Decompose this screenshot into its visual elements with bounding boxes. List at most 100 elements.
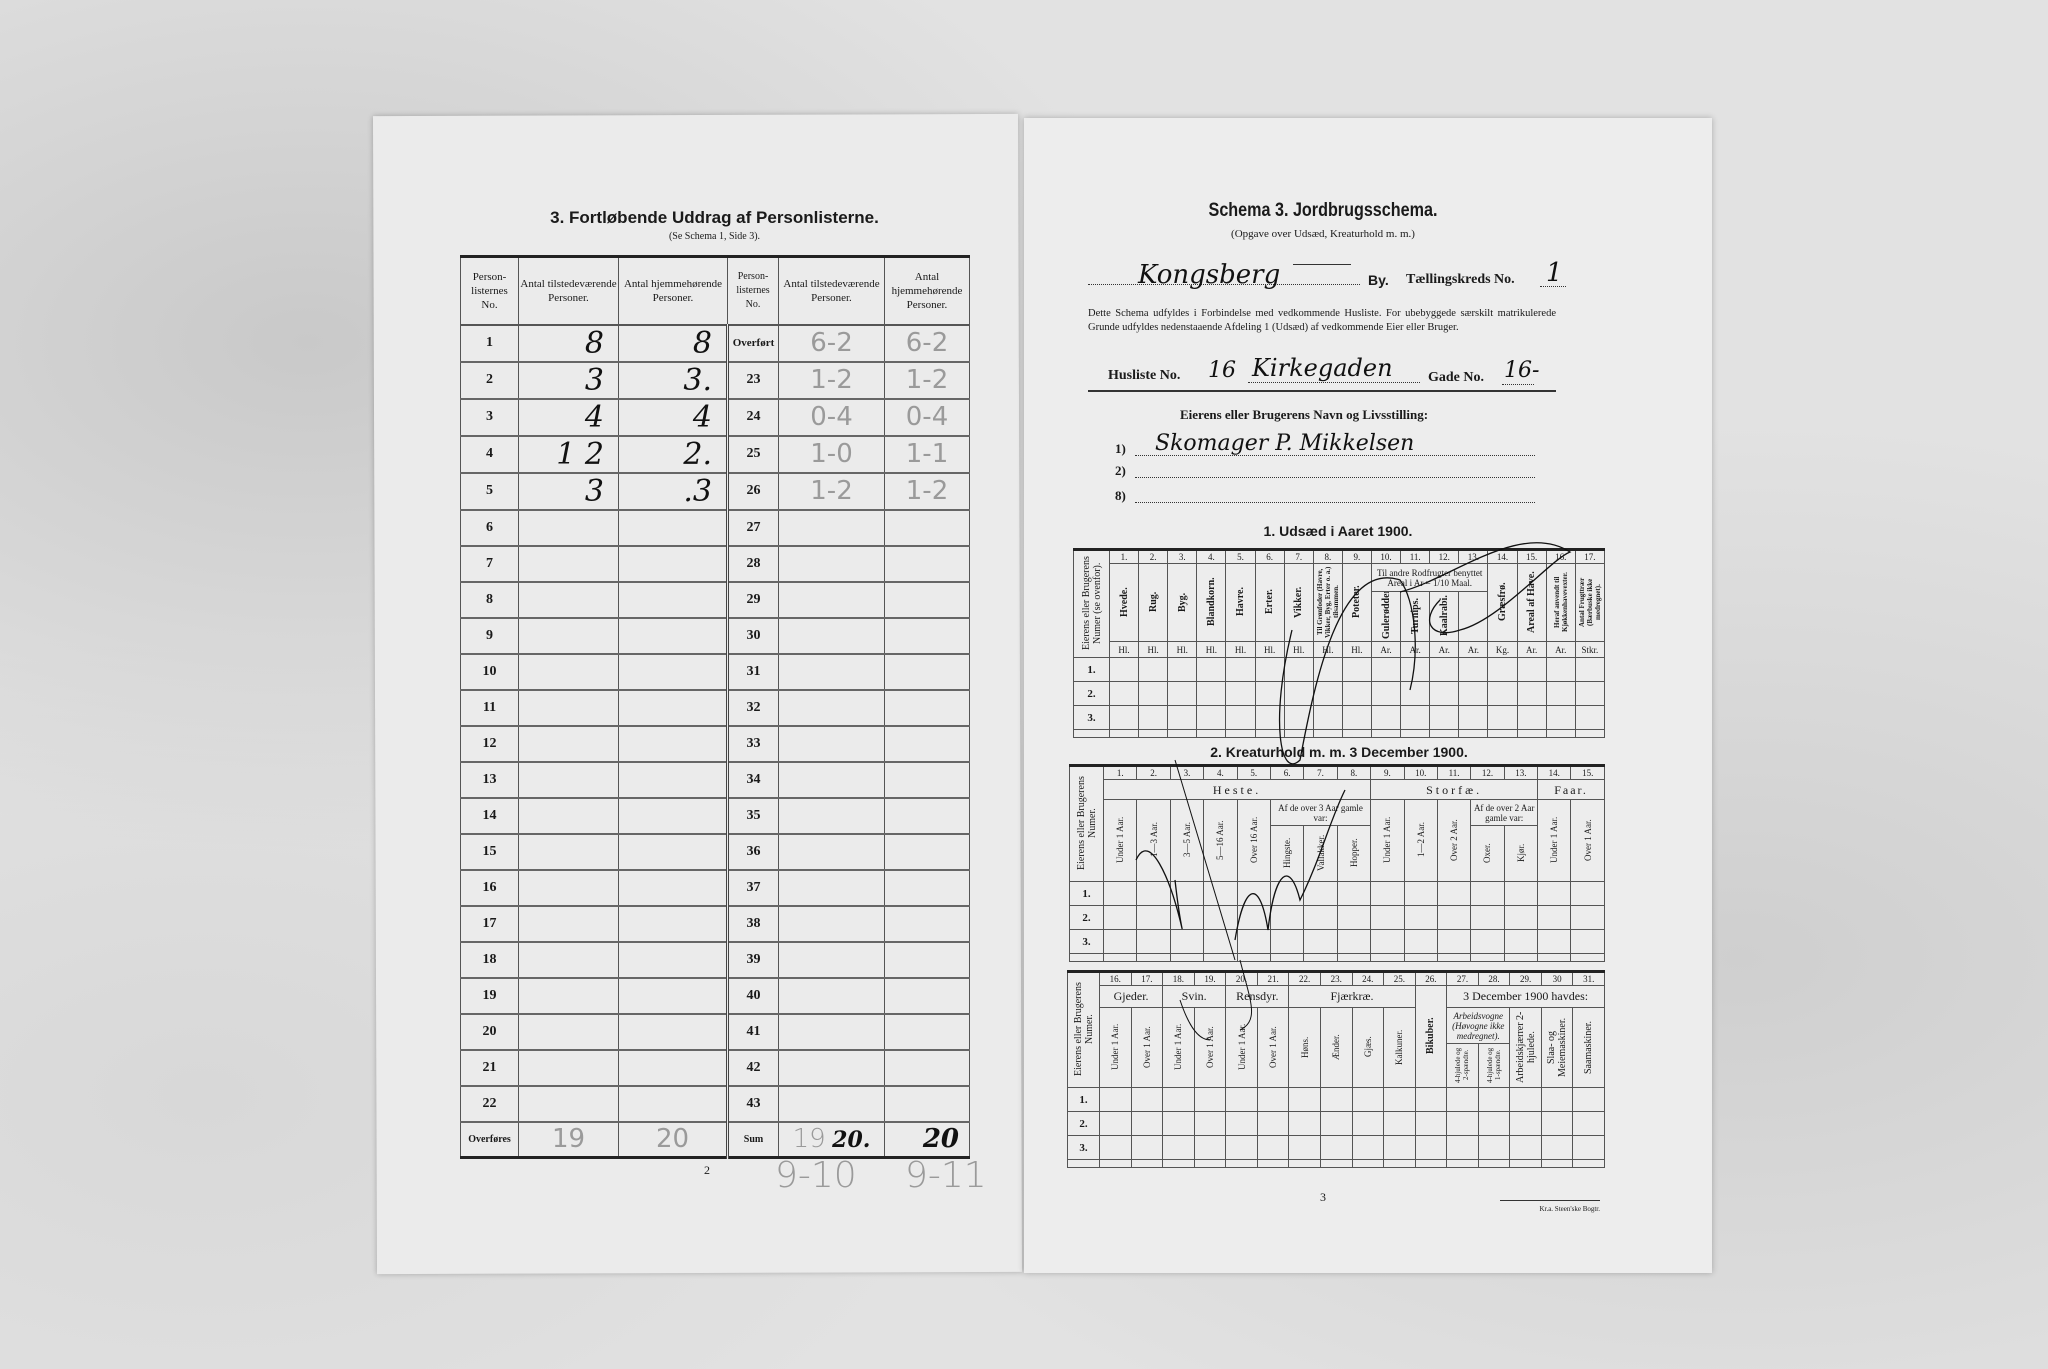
row-no-right: 33 (726, 725, 779, 763)
husliste-label: Husliste No. (1108, 368, 1181, 383)
table-row: 16 37 (460, 869, 970, 907)
hjemme-value-right (884, 725, 970, 763)
table-row (1073, 729, 1606, 738)
hjemme-value-left (618, 869, 728, 907)
data-cell (1256, 1087, 1290, 1112)
gade-label: Gade No. (1428, 370, 1484, 385)
data-cell (1203, 881, 1238, 906)
town-value: Kongsberg (1138, 260, 1281, 290)
hjemme-value-right: 1-2 (884, 361, 970, 400)
left-page-subtitle: (Se Schema 1, Side 3). (668, 231, 761, 242)
data-cell (1130, 1087, 1164, 1112)
row-no-right: 25 (726, 435, 779, 474)
hjemme-value-right (884, 689, 970, 727)
table-row: 22 43 (460, 1085, 970, 1123)
data-cell (1136, 881, 1171, 906)
pencil-note-1: 9-10 (775, 1155, 857, 1196)
data-cell (1162, 1087, 1195, 1112)
kreaturhold-table-2: Eierens eller Brugerens Numer. 16. 17. 18. 1… (1067, 970, 1605, 1168)
hjemme-value-left (618, 941, 728, 979)
table-row: 9 30 (460, 617, 970, 655)
table-row: 10 31 (460, 653, 970, 691)
data-cell (1162, 1111, 1195, 1136)
tilst-value-left: 3 (518, 472, 619, 511)
group-label: Svin. (1162, 985, 1227, 1008)
tilst-value-right (778, 761, 885, 799)
tilst-value-right (778, 617, 885, 655)
sum-tilst-ink: 20. (832, 1127, 871, 1154)
data-cell (1336, 905, 1372, 930)
col-label: Hopper. (1336, 825, 1372, 882)
row-no-right: 29 (726, 581, 779, 619)
data-cell (1138, 681, 1169, 706)
data-cell (1099, 1135, 1132, 1160)
table-row: 20 41 (460, 1013, 970, 1051)
tilst-value-right: 1-0 (778, 435, 885, 474)
owner-line-label: 8) (1115, 488, 1126, 503)
kreds-label: Tællingskreds No. (1406, 272, 1515, 287)
hjemme-value-right (884, 581, 970, 619)
table-row: 6 27 (460, 509, 970, 547)
hjemme-value-right (884, 977, 970, 1015)
header-row: Heste. Storfæ. Faar. (1070, 779, 1605, 800)
col-label: Under 1 Aar. (1162, 1007, 1195, 1088)
hjemme-value-left (618, 1013, 728, 1051)
row-no-left: 11 (460, 689, 519, 727)
right-page-title: Schema 3. Jordbrugsschema. (1208, 200, 1438, 221)
data-cell (1130, 1111, 1164, 1136)
tilst-value-right (778, 1013, 885, 1051)
data-cell (1470, 905, 1505, 930)
hjemme-value-left (618, 653, 728, 691)
tilst-value-left: 8 (518, 324, 619, 363)
data-cell (1537, 881, 1572, 906)
data-cell (1288, 1087, 1321, 1112)
row-no-right: 37 (726, 869, 779, 907)
row-label: 2. (1069, 905, 1104, 930)
hjemme-value-right: 1-1 (884, 435, 970, 474)
table-row: 13 34 (460, 761, 970, 799)
header-row: Eierens eller Brugerens Numer. 1. 2. 3. 4. 5.… (1069, 765, 1605, 882)
blank-cell (1537, 953, 1572, 962)
row-label: 1. (1067, 1087, 1100, 1112)
hjemme-value-right (884, 545, 970, 583)
owner-line: 1) Skomager P. Mikkelsen (1115, 431, 1535, 459)
table-row: 11 32 (460, 689, 970, 727)
col-label: Areal af Have. (1516, 563, 1547, 642)
instructions: Dette Schema udfyldes i Forbindelse med … (1088, 308, 1556, 333)
tilst-value-right: 1-2 (778, 361, 885, 400)
data-cell (1503, 929, 1539, 954)
row-no-left: 6 (460, 509, 519, 547)
row-no-left: 17 (460, 905, 519, 943)
kreaturhold-table: Eierens eller Brugerens Numer. 1. 2. 3. 4. 5.… (1069, 764, 1605, 962)
owner-line-label: 1) (1115, 441, 1126, 456)
row-no-left: 7 (460, 545, 519, 583)
page-number-left: 2 (704, 1163, 710, 1177)
row-no-right: Overført (726, 324, 779, 363)
col-label: Oxer. (1470, 825, 1505, 882)
table-row: 5 3.3 26 1-2 1-2 (460, 472, 970, 511)
gade-value: 16- (1504, 358, 1540, 383)
header-hjemme-right: Antal hjemmehørende Personer. (884, 256, 970, 326)
col-label: Byg. (1167, 563, 1198, 642)
hjemme-value-right (884, 653, 970, 691)
row-no-right: 27 (726, 509, 779, 547)
husliste-line: Husliste No. 16 Kirkegaden Gade No. 16- (1088, 354, 1556, 392)
overfores-tilst: 19 (518, 1121, 619, 1159)
tilst-value-right: 6-2 (778, 324, 885, 363)
hjemme-value-left: .3 (618, 472, 728, 511)
tilst-value-left (518, 653, 619, 691)
row-no-left: 8 (460, 581, 519, 619)
table-row: 1 8 8 Overført 6-2 6-2 (460, 324, 970, 363)
table-row: 3. (1073, 705, 1606, 730)
header-hjemme-left: Antal hjemmehørende Personer. (618, 256, 728, 326)
table-row: 14 35 (460, 797, 970, 835)
hjemme-value-right (884, 869, 970, 907)
hjemme-value-left (618, 1049, 728, 1087)
hjemme-value-left (618, 725, 728, 763)
group-label: 3 December 1900 havdes: (1446, 985, 1605, 1008)
table-row: 1. (1067, 1087, 1605, 1112)
tilst-value-right (778, 545, 885, 583)
row-no-right: 35 (726, 797, 779, 835)
